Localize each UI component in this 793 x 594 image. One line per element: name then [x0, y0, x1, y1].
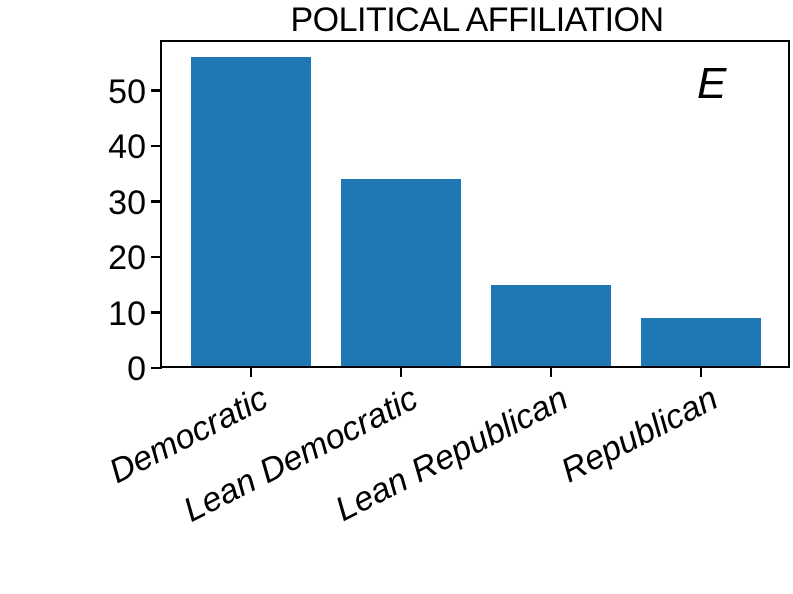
- panel-letter-annotation: E: [697, 59, 727, 108]
- chart-title: POLITICAL AFFILIATION: [290, 1, 664, 39]
- y-axis-tick: [151, 144, 162, 148]
- y-axis-tick: [151, 89, 162, 92]
- y-axis-tick-label: 40: [108, 128, 146, 166]
- y-axis-tick-label: 50: [108, 72, 146, 111]
- x-axis-tick: [399, 368, 403, 377]
- y-axis-tick-label: 20: [108, 239, 146, 277]
- bar-lean-democratic: [341, 179, 461, 368]
- y-axis-tick: [151, 255, 162, 259]
- y-axis-tick-label: 0: [127, 350, 146, 388]
- x-axis-tick: [699, 368, 703, 377]
- y-axis-tick-label: 30: [108, 183, 146, 222]
- bar-lean-republican: [491, 284, 611, 368]
- y-axis-tick-label: 10: [108, 294, 146, 333]
- x-axis-tick: [249, 368, 253, 377]
- x-axis-tick: [549, 368, 553, 377]
- y-axis-tick: [151, 366, 162, 370]
- y-axis-tick: [151, 200, 162, 203]
- x-axis-tick-label: Republican: [554, 379, 724, 491]
- bar-republican: [641, 318, 761, 368]
- bar-democratic: [191, 57, 311, 368]
- y-axis-tick: [151, 311, 162, 314]
